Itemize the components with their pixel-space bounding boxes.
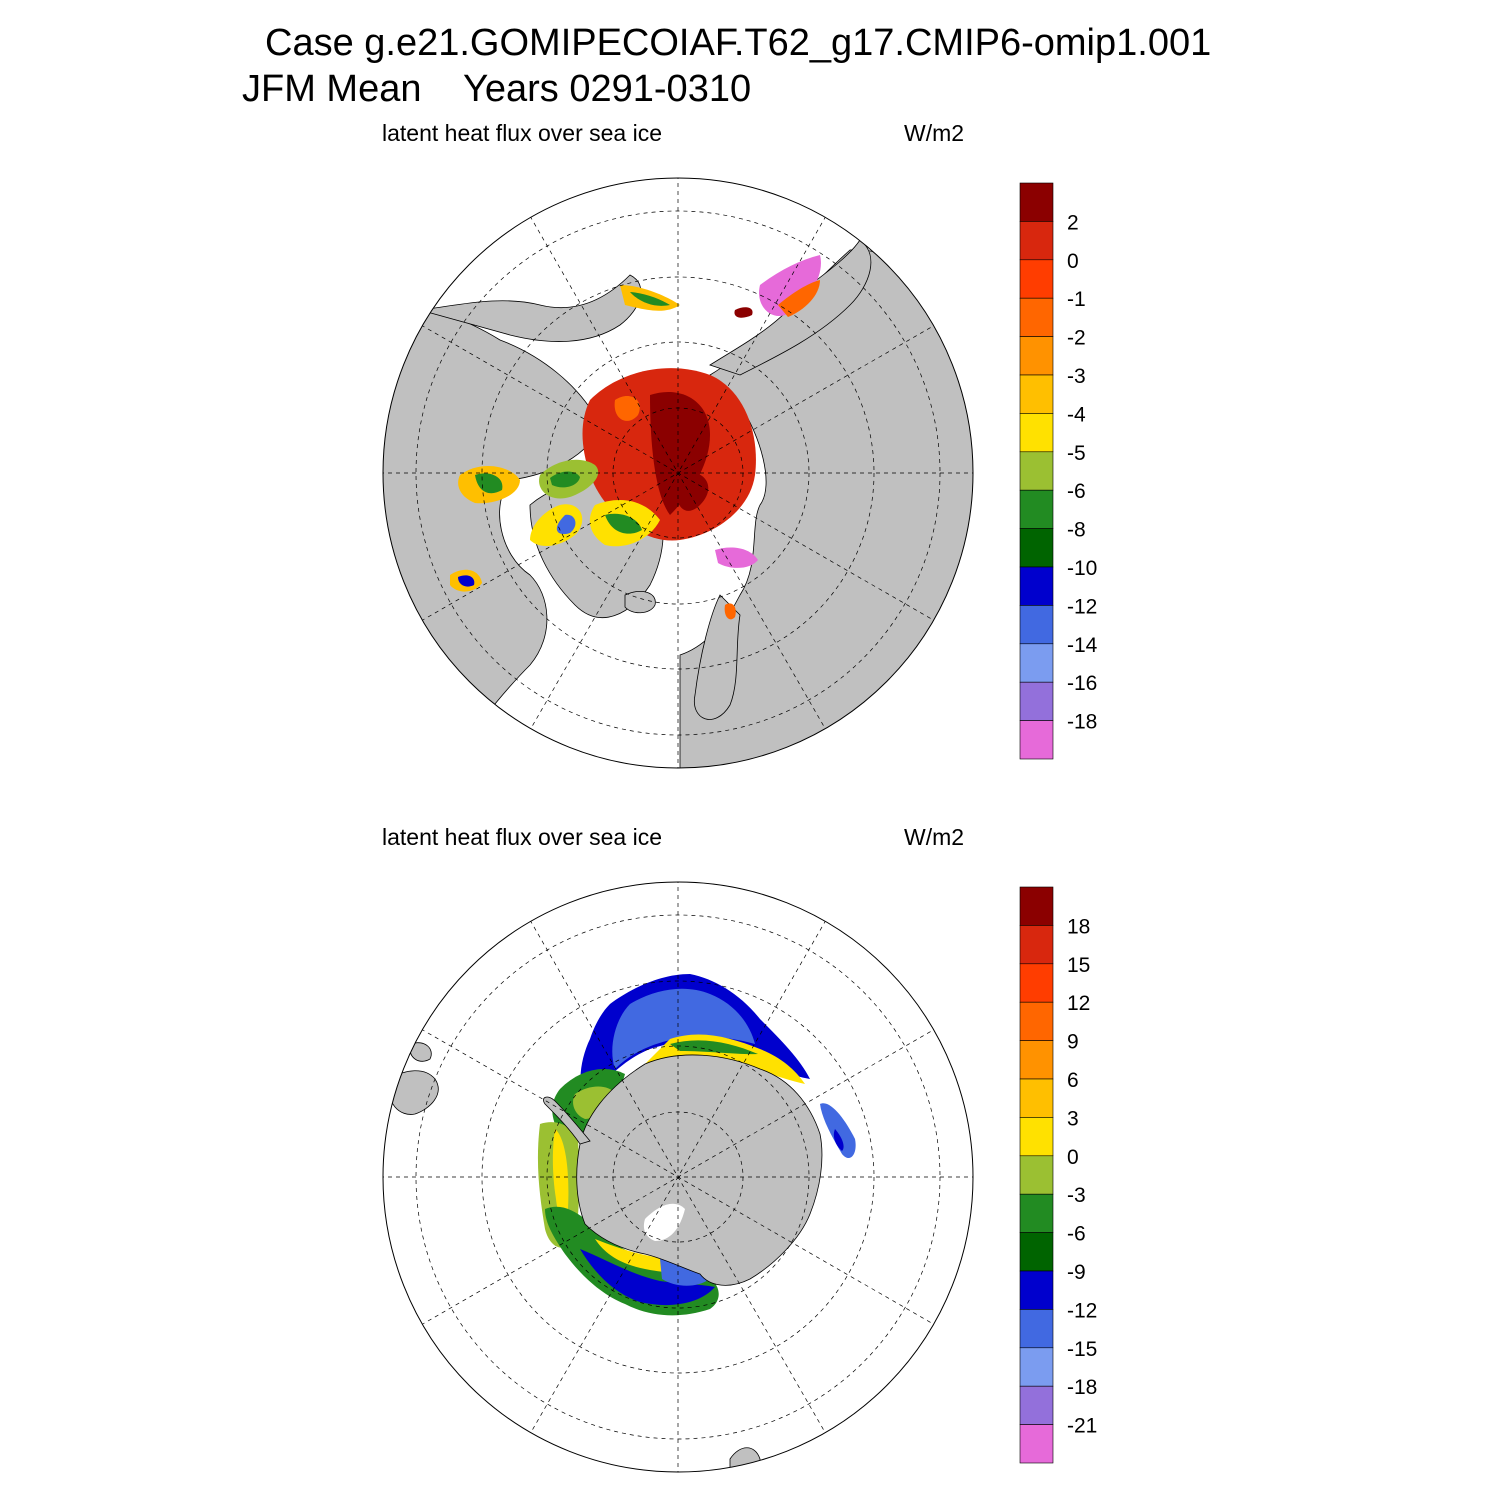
south-colorbar-swatch: [1019, 1001, 1054, 1041]
north-colorbar-label: -4: [1067, 403, 1086, 426]
south-polar-map: [382, 881, 974, 1473]
north-panel-units: W/m2: [904, 120, 965, 146]
south-colorbar: 18 15 12 9 6 3 0 -3 -6 -9 -12 -15 -18 -21: [1019, 886, 1097, 1464]
north-colorbar-swatch: [1019, 643, 1054, 683]
south-colorbar-label: -9: [1067, 1261, 1086, 1284]
north-colorbar-swatch: [1019, 297, 1054, 337]
north-colorbar-swatch: [1019, 182, 1054, 222]
north-colorbar-swatch: [1019, 374, 1054, 414]
south-colorbar-swatch: [1019, 1424, 1054, 1464]
season-label: JFM Mean: [242, 68, 422, 110]
north-colorbar-label: -10: [1067, 557, 1097, 580]
south-map-border: [382, 881, 974, 1473]
north-colorbar-swatch: [1019, 259, 1054, 299]
south-colorbar-swatch: [1019, 1347, 1054, 1387]
north-colorbar: 2 0 -1 -2 -3 -4 -5 -6 -8 -10 -12 -14 -16 -18: [1019, 182, 1098, 760]
north-colorbar-label: -3: [1067, 365, 1086, 388]
north-colorbar-label: -14: [1067, 634, 1098, 657]
north-polar-map: [382, 177, 974, 769]
north-colorbar-label: -6: [1067, 480, 1086, 503]
south-colorbar-label: -18: [1067, 1376, 1097, 1399]
north-map-border: [382, 177, 974, 769]
north-colorbar-label: -2: [1067, 327, 1086, 350]
north-colorbar-label: -1: [1067, 288, 1086, 311]
north-colorbar-swatch: [1019, 221, 1054, 261]
south-colorbar-swatch: [1019, 1270, 1054, 1310]
south-colorbar-label: -3: [1067, 1184, 1086, 1207]
south-colorbar-swatch: [1019, 1309, 1054, 1349]
north-colorbar-label: -16: [1067, 672, 1097, 695]
north-land: [383, 239, 973, 768]
south-colorbar-label: 3: [1067, 1107, 1079, 1130]
north-colorbar-swatch: [1019, 528, 1054, 568]
south-colorbar-swatch: [1019, 886, 1054, 926]
south-colorbar-label: 15: [1067, 954, 1090, 977]
north-colorbar-label: -8: [1067, 519, 1086, 542]
north-colorbar-swatch: [1019, 489, 1054, 529]
south-panel-units: W/m2: [904, 824, 965, 850]
north-colorbar-swatch: [1019, 681, 1054, 721]
north-colorbar-swatch: [1019, 605, 1054, 645]
case-title: Case g.e21.GOMIPECOIAF.T62_g17.CMIP6-omi…: [265, 22, 1212, 64]
south-colorbar-swatch: [1019, 1385, 1054, 1425]
north-grid: [383, 178, 973, 768]
north-colorbar-swatch: [1019, 720, 1054, 760]
north-colorbar-swatch: [1019, 413, 1054, 453]
south-colorbar-swatch: [1019, 1078, 1054, 1118]
south-grid: [383, 882, 973, 1472]
south-colorbar-swatch: [1019, 1193, 1054, 1233]
south-colorbar-swatch: [1019, 1232, 1054, 1272]
period-title: JFM Mean Years 0291-0310: [242, 70, 751, 108]
south-colorbar-label: 9: [1067, 1031, 1079, 1054]
north-colorbar-label: 2: [1067, 211, 1079, 234]
south-colorbar-label: -21: [1067, 1415, 1097, 1438]
north-panel-title: latent heat flux over sea ice: [382, 120, 662, 146]
north-field: [450, 255, 821, 620]
south-colorbar-swatch: [1019, 1117, 1054, 1157]
south-colorbar-swatch: [1019, 925, 1054, 965]
south-colorbar-label: 0: [1067, 1146, 1079, 1169]
south-colorbar-swatch: [1019, 963, 1054, 1003]
south-colorbar-label: -15: [1067, 1338, 1097, 1361]
south-panel-title: latent heat flux over sea ice: [382, 824, 662, 850]
south-land: [388, 937, 973, 1472]
north-colorbar-swatch: [1019, 566, 1054, 606]
north-colorbar-label: -5: [1067, 442, 1086, 465]
south-colorbar-swatch: [1019, 1155, 1054, 1195]
south-colorbar-label: -12: [1067, 1299, 1097, 1322]
north-colorbar-label: -18: [1067, 711, 1097, 734]
north-colorbar-swatch: [1019, 451, 1054, 491]
south-colorbar-label: 12: [1067, 992, 1090, 1015]
south-colorbar-label: 18: [1067, 915, 1090, 938]
south-colorbar-label: -6: [1067, 1223, 1086, 1246]
north-colorbar-label: 0: [1067, 250, 1079, 273]
north-colorbar-swatch: [1019, 336, 1054, 376]
years-label: Years 0291-0310: [463, 68, 752, 110]
south-colorbar-label: 6: [1067, 1069, 1079, 1092]
south-colorbar-swatch: [1019, 1040, 1054, 1080]
north-colorbar-label: -12: [1067, 595, 1097, 618]
